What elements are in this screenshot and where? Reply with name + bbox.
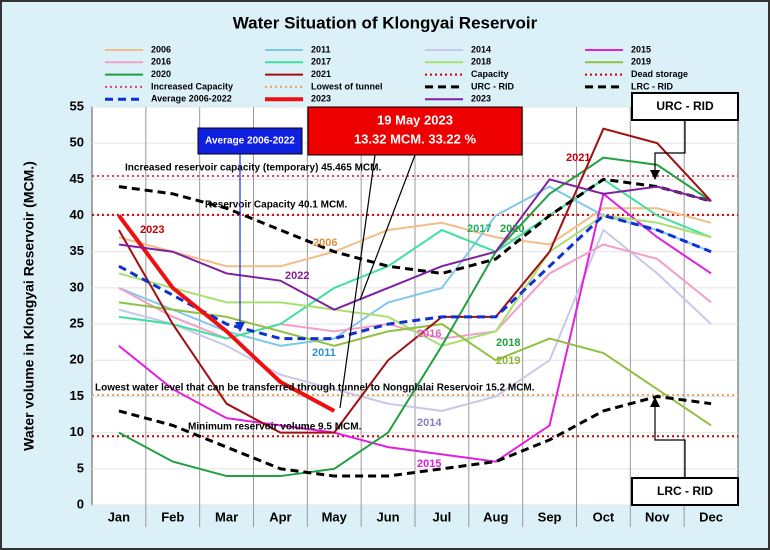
legend-label: 2019 (631, 57, 651, 67)
callout-text: Average 2006-2022 (205, 136, 295, 147)
pointer (339, 154, 376, 409)
x-tick-label: Feb (161, 509, 184, 524)
annotation: 2016 (417, 328, 441, 340)
series-line (118, 178, 712, 311)
legend-label: Capacity (471, 69, 509, 79)
x-tick-label: May (322, 509, 348, 524)
annotation: 2019 (496, 355, 520, 367)
legend-label: 2021 (311, 69, 331, 79)
callout-text: 13.32 MCM. 33.22 % (354, 131, 477, 146)
legend-label: Average 2006-2022 (151, 94, 232, 104)
x-tick-label: Aug (483, 509, 508, 524)
callout-box (631, 477, 739, 506)
series-line (118, 394, 712, 478)
legend-label: LRC - RID (631, 81, 673, 91)
legend-label: 2006 (151, 44, 171, 54)
y-tick-label: 55 (70, 98, 84, 113)
annotation: Minimum reservoir volume 9.5 MCM. (188, 422, 362, 433)
x-tick-label: Mar (215, 509, 238, 524)
legend-label: 2023 (471, 94, 491, 104)
legend-label: Lowest of tunnel (311, 81, 383, 91)
annotation: 2015 (417, 458, 441, 470)
y-axis-label: Water volume in Klongyai Reservoir (MCM.… (21, 161, 37, 451)
x-tick-label: Jun (377, 509, 400, 524)
annotation: 2020 (500, 223, 524, 235)
y-tick-label: 35 (70, 243, 84, 258)
arrow-head (650, 397, 660, 407)
arrow-head (235, 322, 245, 332)
annotation: Lowest water level that can be transferr… (95, 383, 535, 394)
legend-label: 2017 (311, 57, 331, 67)
annotation: 2023 (140, 224, 164, 236)
series-line (118, 177, 712, 275)
x-tick-label: Jul (433, 509, 452, 524)
y-tick-label: 40 (70, 207, 84, 222)
series-line (118, 207, 712, 268)
pointer (654, 402, 686, 478)
annotation: 2022 (285, 270, 309, 282)
callout-text: URC - RID (656, 99, 714, 113)
annotation: 2018 (496, 337, 520, 349)
y-tick-label: 20 (70, 352, 84, 367)
callout-text: LRC - RID (657, 484, 713, 498)
legend-label: 2016 (151, 57, 171, 67)
x-tick-label: Apr (269, 509, 291, 524)
series-line (118, 213, 712, 341)
series-line (117, 214, 336, 413)
y-tick-label: 25 (70, 316, 84, 331)
y-tick-label: 15 (70, 388, 84, 403)
y-tick-label: 50 (70, 135, 84, 150)
x-tick-label: Sep (538, 509, 562, 524)
annotation: 2011 (312, 347, 336, 359)
x-tick-label: Dec (699, 509, 723, 524)
series-line (118, 301, 712, 427)
y-tick-label: 0 (77, 496, 84, 511)
annotation: 2021 (566, 152, 590, 164)
y-tick-label: 5 (77, 460, 84, 475)
y-tick-label: 45 (70, 171, 84, 186)
x-tick-label: Nov (645, 509, 670, 524)
x-tick-label: Oct (593, 509, 615, 524)
series-line (118, 192, 712, 463)
series-line (118, 228, 712, 412)
chart-title: Water Situation of Klongyai Reservoir (233, 13, 538, 32)
callout-box (197, 127, 303, 155)
legend-label: 2014 (471, 44, 491, 54)
y-tick-label: 10 (70, 424, 84, 439)
y-tick-label: 30 (70, 279, 84, 294)
pointer (654, 120, 686, 175)
annotation: 2014 (417, 417, 442, 429)
legend-label: Increased Capacity (151, 81, 233, 91)
callout-text: 19 May 2023 (377, 112, 453, 127)
arrow-head (650, 170, 660, 180)
callout-box (631, 92, 739, 121)
series-line (118, 156, 712, 478)
annotation: 2006 (313, 237, 337, 249)
annotation: 2017 (467, 223, 491, 235)
x-tick-label: Jan (108, 509, 130, 524)
legend-label: Dead storage (631, 69, 688, 79)
pointer (359, 154, 416, 301)
callout-box (307, 106, 523, 156)
legend-label: 2020 (151, 69, 171, 79)
legend-label: 2018 (471, 57, 491, 67)
annotation: Increased reservoir capacity (temporary)… (125, 163, 381, 174)
legend-label: 2011 (311, 44, 331, 54)
annotation: Reservoir Capacity 40.1 MCM. (205, 200, 348, 211)
series-line (118, 127, 712, 434)
legend-label: 2015 (631, 44, 651, 54)
legend-label: URC - RID (471, 81, 514, 91)
series-line (118, 178, 712, 340)
legend-label: 2023 (311, 94, 331, 104)
